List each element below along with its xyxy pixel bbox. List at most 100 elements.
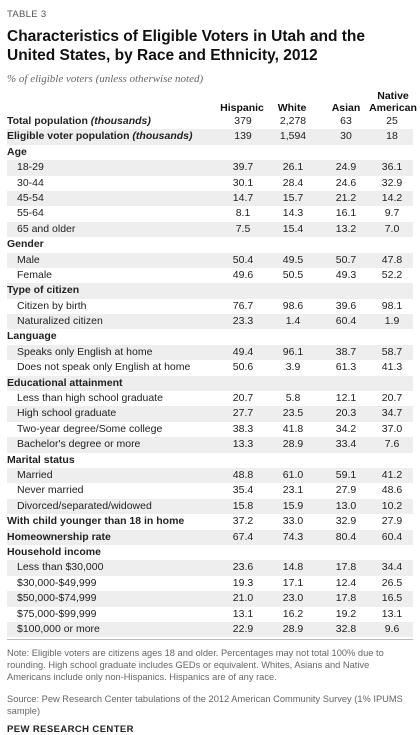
table-row: $100,000 or more 22.9 28.9 32.8 9.6 [7,621,413,638]
column-header-row: Hispanic White Asian Native American [7,88,417,114]
table-cell: 80.4 [335,530,357,543]
table-row: With child younger than 18 in home 37.2 33… [7,514,413,529]
table-cell: 59.1 [335,468,357,481]
row-label: Divorced/separated/widowed [17,499,152,512]
table-cell: 48.6 [381,484,403,497]
table-row: Does not speak only English at home 50.6 3… [7,360,413,375]
table-cell: 7.0 [384,222,400,235]
table-cell: 14.2 [381,191,403,204]
table-cell: 15.8 [232,499,254,512]
table-cell: 7.6 [384,438,400,451]
row-label: $100,000 or more [17,622,100,635]
table-cell: 13.3 [232,438,254,451]
table-cell: 38.7 [335,345,357,358]
table-cell: 67.4 [232,530,254,543]
table-row: 45-54 14.7 15.7 21.2 14.2 [7,190,413,207]
table-cell: 8.1 [235,207,251,220]
table-row: Language [7,329,413,344]
table-note: Note: Eligible voters are citizens ages … [7,648,384,683]
table-cell: 28.4 [282,176,304,189]
table-cell: 23.3 [232,315,254,328]
row-label-main: Eligible voter population [7,130,133,143]
table-cell: 32.9 [381,176,403,189]
table-cell: 2,278 [279,115,307,127]
table-cell: 35.4 [232,484,254,497]
table-cell: 24.9 [335,161,357,174]
table-cell: 17.8 [335,592,357,605]
table-cell: 34.7 [381,407,403,420]
row-label: Speaks only English at home [17,345,153,358]
row-label: $30,000-$49,999 [17,576,97,589]
row-label: Naturalized citizen [17,315,103,328]
row-label: $75,000-$99,999 [17,607,97,620]
table-row: Total population (thousands) 379 2,278 63 25 [7,114,413,129]
table-cell: 14.7 [232,191,254,204]
table-cell: 33.4 [335,438,357,451]
table-cell: 16.1 [335,207,357,220]
table-cell: 17.8 [335,561,357,574]
table-cell: 379 [234,115,252,127]
table-cell: 9.7 [384,207,400,220]
table-row: $50,000-$74,999 21.0 23.0 17.8 16.5 [7,591,413,607]
table-cell: 24.6 [335,176,357,189]
table-cell: 20.7 [381,392,403,405]
table-cell: 34.4 [381,561,403,574]
row-label: With child younger than 18 in home [7,515,185,528]
table-cell: 63 [340,115,352,127]
table-row: Divorced/separated/widowed 15.8 15.9 13.0 10… [7,498,413,515]
table-cell: 38.3 [232,422,254,435]
table-cell: 50.6 [232,361,254,374]
table-cell: 30.1 [232,176,254,189]
table-row: Less than high school graduate 20.7 5.8 12.… [7,391,413,406]
table-cell: 1.4 [285,315,301,328]
table-cell: 96.1 [282,345,304,358]
row-label: Total population (thousands) [7,114,151,129]
row-label: Less than $30,000 [17,561,104,574]
column-header-asian: Asian [331,102,361,114]
table-cell: 39.6 [335,299,357,312]
table-cell: 16.2 [282,607,304,620]
table-cell: 50.5 [282,268,304,281]
table-cell: 49.6 [232,268,254,281]
table-row: Married 48.8 61.0 59.1 41.2 [7,467,413,484]
table-row: Marital status [7,453,413,468]
table-cell: 21.0 [232,592,254,605]
table-cell: 27.7 [232,407,254,420]
table-row: 55-64 8.1 14.3 16.1 9.7 [7,206,413,221]
data-table: Total population (thousands) 379 2,278 63 25… [7,114,413,641]
table-cell: 14.3 [282,207,304,220]
table-cell: 17.1 [282,576,304,589]
table-cell: 47.8 [381,253,403,266]
table-row: Speaks only English at home 49.4 96.1 38.7 5… [7,344,413,361]
row-label: Gender [7,238,44,251]
table-row: High school graduate 27.7 23.5 20.3 34.7 [7,406,413,422]
table-row: 65 and older 7.5 15.4 13.2 7.0 [7,221,413,238]
table-cell: 52.2 [381,268,403,281]
table-cell: 15.9 [282,499,304,512]
table-cell: 25 [386,115,398,127]
table-cell: 61.0 [282,468,304,481]
table-cell: 32.9 [335,515,357,528]
table-cell: 49.3 [335,268,357,281]
row-label: Household income [7,545,101,558]
table-cell: 49.4 [232,345,254,358]
row-label: Two-year degree/Some college [17,422,163,435]
table-cell: 22.9 [232,622,254,635]
table-cell: 60.4 [335,315,357,328]
table-cell: 23.5 [282,407,304,420]
table-cell: 48.8 [232,468,254,481]
table-row: Two-year degree/Some college 38.3 41.8 34.2… [7,422,413,437]
table-cell: 12.1 [335,392,357,405]
table-subtitle: % of eligible voters (unless otherwise n… [7,73,204,85]
table-cell: 9.6 [384,622,400,635]
table-row: Bachelor's degree or more 13.3 28.9 33.4 7.6 [7,437,413,453]
table-cell: 15.7 [282,191,304,204]
table-cell: 50.4 [232,253,254,266]
table-cell: 18 [386,130,398,143]
table-cell: 36.1 [381,161,403,174]
table-cell: 33.0 [282,515,304,528]
table-cell: 13.1 [232,607,254,620]
row-label: Marital status [7,453,75,466]
row-label-unit: (thousands) [132,130,193,143]
